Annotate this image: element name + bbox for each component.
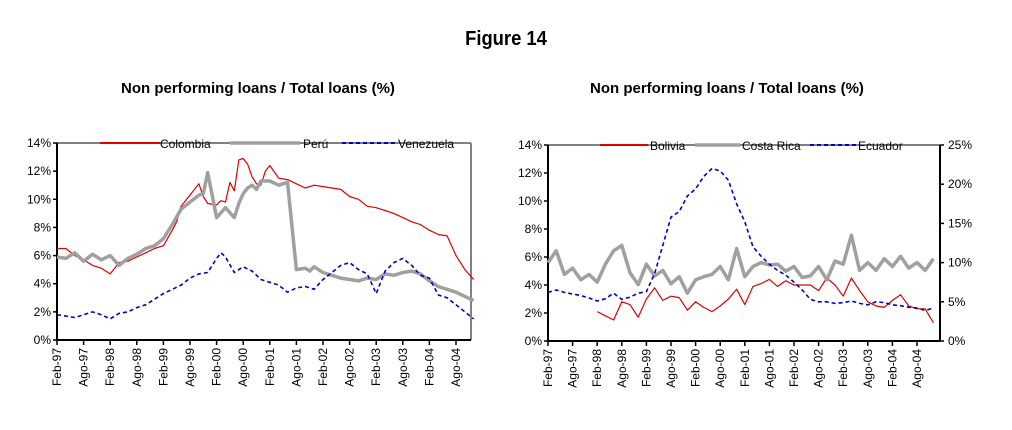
y-tick-label: 8% (525, 222, 543, 236)
y-tick-label: 14% (518, 138, 542, 152)
x-tick-label: Ago-02 (812, 349, 826, 388)
x-tick-label: Feb-02 (787, 349, 801, 387)
legend-label: Venezuela (398, 137, 454, 151)
y2-tick-label: 0% (948, 334, 966, 348)
y-tick-label: 14% (27, 136, 51, 150)
y-tick-label: 6% (34, 249, 52, 263)
x-tick-label: Feb-98 (590, 349, 604, 387)
y-tick-label: 12% (27, 164, 51, 178)
series-line-costa-rica (546, 233, 935, 295)
x-tick-label: Ago-99 (664, 349, 678, 388)
y-tick-label: 0% (525, 334, 543, 348)
x-tick-label: Feb-01 (738, 349, 752, 387)
chart-right: 0% 2% 4% 6% 8% 10% 12% 14% 0% 5% 10% 15% 20% 25% Feb-9… (518, 138, 972, 388)
y-tick-label: 2% (34, 305, 52, 319)
series-line-ecuador (547, 167, 934, 312)
y-tick-label: 10% (27, 192, 51, 206)
x-tick-label: Ago-99 (183, 348, 197, 387)
legend-label: Costa Rica (742, 139, 801, 153)
x-tick-label: Feb-00 (210, 348, 224, 386)
x-tick-label: Ago-00 (713, 349, 727, 388)
x-tick-label: Ago-03 (861, 349, 875, 388)
x-tick-label: Ago-98 (615, 349, 629, 388)
x-tick-label: Feb-99 (639, 349, 653, 387)
x-tick-label: Feb-98 (103, 348, 117, 386)
x-tick-label: Ago-98 (130, 348, 144, 387)
figure-title: Figure 14 (465, 28, 547, 50)
x-tick-label: Feb-03 (369, 348, 383, 386)
chart-left: 0% 2% 4% 6% 8% 10% 12% 14% Feb-97 Ago-97 Feb-98 Ago… (27, 136, 475, 387)
x-tick-label: Feb-99 (156, 348, 170, 386)
y-tick-label: 8% (34, 220, 52, 234)
x-tick-label: Feb-03 (836, 349, 850, 387)
y-tick-label: 10% (518, 194, 542, 208)
x-tick-label: Ago-01 (762, 349, 776, 388)
x-tick-label: Feb-97 (50, 348, 64, 386)
series-line-venezuela (56, 252, 475, 320)
legend-label: Colombia (160, 137, 211, 151)
x-tick-label: Ago-97 (77, 348, 91, 387)
y-tick-label: 4% (525, 278, 543, 292)
y-tick-label: 12% (518, 166, 542, 180)
y2-tick-label: 5% (948, 295, 966, 309)
x-tick-label: Ago-02 (343, 348, 357, 387)
x-tick-label: Feb-01 (263, 348, 277, 386)
y2-tick-label: 10% (948, 256, 972, 270)
y2-tick-label: 15% (948, 216, 972, 230)
right-chart-title: Non performing loans / Total loans (%) (590, 80, 864, 97)
y2-tick-label: 25% (948, 138, 972, 152)
x-tick-label: Ago-01 (289, 348, 303, 387)
legend-label: Ecuador (858, 139, 903, 153)
x-tick-label: Ago-97 (566, 349, 580, 388)
x-tick-label: Feb-04 (422, 348, 436, 386)
series-line-bolivia (596, 277, 934, 324)
y2-tick-label: 20% (948, 177, 972, 191)
series-line-peru (56, 170, 475, 303)
y-tick-label: 6% (525, 250, 543, 264)
x-tick-label: Feb-02 (316, 348, 330, 386)
x-tick-label: Ago-04 (910, 349, 924, 388)
y-tick-label: 4% (34, 277, 52, 291)
left-chart-title: Non performing loans / Total loans (%) (121, 80, 395, 97)
series-line-colombia (57, 157, 475, 280)
x-tick-label: Ago-03 (396, 348, 410, 387)
x-tick-label: Feb-00 (689, 349, 703, 387)
y-tick-label: 2% (525, 306, 543, 320)
legend-label: Perú (303, 137, 328, 151)
legend-label: Bolivia (650, 139, 686, 153)
y-tick-label: 0% (34, 333, 52, 347)
x-tick-label: Ago-04 (449, 348, 463, 387)
x-tick-label: Ago-00 (236, 348, 250, 387)
x-tick-label: Feb-97 (541, 349, 555, 387)
x-tick-label: Feb-04 (885, 349, 899, 387)
